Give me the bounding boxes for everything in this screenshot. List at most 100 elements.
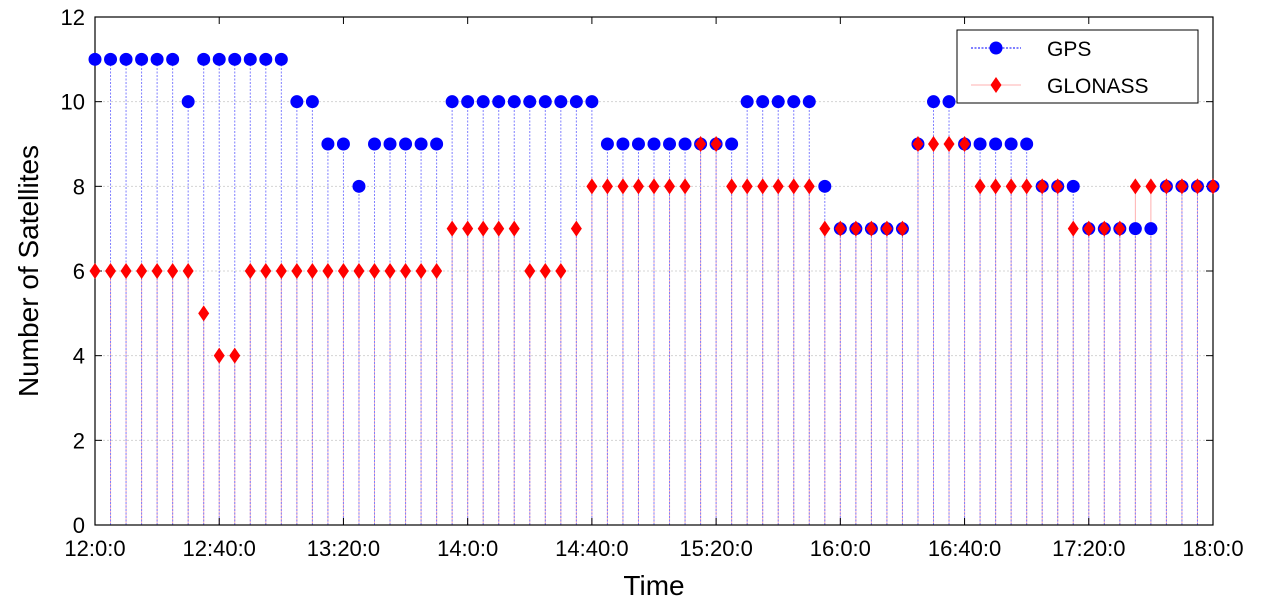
glonass-point xyxy=(1145,178,1157,195)
gps-point xyxy=(616,137,630,151)
gps-point xyxy=(585,95,599,109)
gps-point xyxy=(973,137,987,151)
gps-point xyxy=(927,95,940,109)
glonass-point xyxy=(198,305,210,322)
gps-point xyxy=(1066,179,1080,193)
y-tick-label: 8 xyxy=(73,174,85,199)
gps-point xyxy=(321,137,335,151)
legend-glonass-marker xyxy=(990,77,1002,93)
glonass-point xyxy=(400,263,412,279)
glonass-point xyxy=(990,178,1002,195)
gps-point xyxy=(678,137,692,151)
gps-point xyxy=(228,52,242,66)
glonass-point xyxy=(384,263,396,279)
glonass-point xyxy=(865,220,877,237)
glonass-point xyxy=(601,178,613,195)
glonass-point xyxy=(928,136,939,152)
gps-point xyxy=(181,95,195,109)
gps-point xyxy=(756,95,770,109)
glonass-point xyxy=(431,263,443,279)
glonass-point xyxy=(850,220,862,237)
y-tick-label: 2 xyxy=(73,428,85,453)
gps-point xyxy=(383,137,397,151)
glonass-point xyxy=(1052,178,1064,195)
glonass-point xyxy=(89,263,101,279)
x-tick-label: 16:0:0 xyxy=(810,536,871,561)
stem-lines xyxy=(94,59,1214,525)
gps-point xyxy=(942,95,956,109)
glonass-point xyxy=(151,263,163,279)
gps-point xyxy=(135,52,149,66)
gps-point xyxy=(243,52,257,66)
glonass-point xyxy=(1160,178,1172,195)
x-tick-label: 17:20:0 xyxy=(1052,536,1125,561)
glonass-point xyxy=(136,263,148,279)
gps-point xyxy=(119,52,133,66)
glonass-point xyxy=(586,178,598,195)
x-tick-label: 15:20:0 xyxy=(679,536,752,561)
gps-point xyxy=(352,179,366,193)
legend-glonass-label: GLONASS xyxy=(1047,75,1149,98)
glonass-point xyxy=(912,136,924,152)
y-tick-label: 0 xyxy=(73,513,85,538)
gps-point xyxy=(663,137,677,151)
gps-point xyxy=(88,52,102,66)
gps-point xyxy=(989,137,1003,151)
glonass-point xyxy=(819,220,831,237)
gps-point xyxy=(569,95,583,109)
gps-point xyxy=(445,95,459,109)
glonass-point xyxy=(1036,178,1048,195)
glonass-point xyxy=(570,220,582,237)
glonass-point xyxy=(1176,178,1188,195)
gps-point xyxy=(368,137,381,151)
data-markers xyxy=(88,52,1220,364)
gps-point xyxy=(740,95,754,109)
gps-point xyxy=(290,95,304,109)
gps-point xyxy=(336,137,350,151)
gps-point xyxy=(492,95,506,109)
glonass-point xyxy=(710,136,722,152)
glonass-point xyxy=(834,220,846,237)
glonass-point xyxy=(664,178,676,195)
gps-point xyxy=(631,137,645,151)
glonass-point xyxy=(167,263,179,279)
gps-point xyxy=(461,95,475,109)
glonass-point xyxy=(1114,220,1126,237)
gps-point xyxy=(523,95,537,109)
x-tick-label: 18:0:0 xyxy=(1182,536,1243,561)
glonass-point xyxy=(632,178,644,195)
glonass-point xyxy=(726,178,738,195)
gps-point xyxy=(1144,222,1158,236)
glonass-point xyxy=(757,178,769,195)
glonass-point xyxy=(322,263,334,279)
glonass-point xyxy=(353,263,365,279)
x-tick-label: 12:0:0 xyxy=(64,536,125,561)
gps-point xyxy=(802,95,816,109)
legend-gps-marker xyxy=(989,41,1003,55)
glonass-point xyxy=(493,220,505,237)
y-axis-label: Number of Satellites xyxy=(13,145,44,397)
glonass-point xyxy=(1005,178,1017,195)
gps-point xyxy=(1020,137,1034,151)
x-tick-label: 12:40:0 xyxy=(183,536,256,561)
glonass-point xyxy=(803,178,815,195)
gps-point xyxy=(507,95,521,109)
glonass-point xyxy=(679,178,691,195)
glonass-point xyxy=(462,220,474,237)
gps-point xyxy=(274,52,288,66)
x-tick-label: 14:40:0 xyxy=(555,536,628,561)
glonass-point xyxy=(1207,178,1219,195)
glonass-point xyxy=(337,263,349,279)
glonass-point xyxy=(415,263,427,279)
y-tick-label: 6 xyxy=(73,259,85,284)
gps-point xyxy=(166,52,180,66)
glonass-point xyxy=(1191,178,1203,195)
glonass-point xyxy=(959,136,971,152)
glonass-point xyxy=(1098,220,1110,237)
gps-point xyxy=(150,52,164,66)
gps-point xyxy=(771,95,785,109)
glonass-point xyxy=(275,263,287,279)
gps-point xyxy=(1004,137,1018,151)
glonass-point xyxy=(291,263,303,279)
